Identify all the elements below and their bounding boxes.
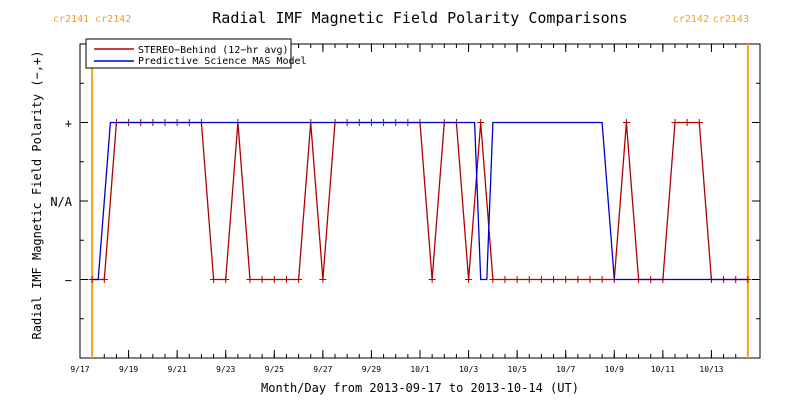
data-point (489, 276, 497, 283)
x-tick-label: 9/19 (119, 365, 138, 374)
data-point (550, 276, 558, 283)
y-tick-label: − (65, 274, 72, 288)
data-point (270, 276, 278, 283)
x-tick-label: 10/7 (556, 365, 575, 374)
x-tick-label: 9/27 (313, 365, 332, 374)
data-point (319, 276, 327, 283)
x-tick-label: 9/21 (168, 365, 187, 374)
data-point (246, 276, 254, 283)
carrington-label-left: cr2142 (673, 14, 709, 25)
data-point (477, 119, 485, 126)
x-tick-label: 10/9 (605, 365, 624, 374)
data-point (525, 276, 533, 283)
carrington-label-right: cr2142 (95, 14, 131, 25)
data-point (598, 276, 606, 283)
x-tick-label: 10/13 (699, 365, 723, 374)
data-point (574, 276, 582, 283)
data-point (513, 276, 521, 283)
data-point (282, 276, 290, 283)
data-point (465, 276, 473, 283)
data-point (622, 119, 630, 126)
legend-label-mas-model: Predictive Science MAS Model (138, 56, 307, 67)
data-point (501, 276, 509, 283)
axes: 9/17 9/19 9/21 9/23 9/25 9/27 9/29 10/1 10/3 10/5… (50, 43, 761, 374)
plot-frame (79, 43, 761, 359)
data-point (586, 276, 594, 283)
y-tick-label: N/A (50, 195, 72, 209)
carrington-markers: cr2141 cr2142 cr2142 cr2143 (53, 14, 749, 358)
data-point (671, 119, 679, 126)
x-tick-label: 10/3 (459, 365, 478, 374)
carrington-label-left: cr2141 (53, 14, 89, 25)
data-point (100, 276, 108, 283)
x-tick-label: 10/5 (508, 365, 527, 374)
series-line-0 (92, 121, 748, 281)
x-tick-label: 9/17 (70, 365, 89, 374)
data-point (428, 276, 436, 283)
data-point (222, 276, 230, 283)
data-point (295, 276, 303, 283)
x-tick-label: 10/11 (651, 365, 675, 374)
data-point (258, 276, 266, 283)
carrington-label-right: cr2143 (713, 14, 749, 25)
x-tick-label: 9/29 (362, 365, 381, 374)
data-point (562, 276, 570, 283)
series (88, 119, 752, 283)
chart-title: Radial IMF Magnetic Field Polarity Compa… (212, 9, 627, 27)
series-line-1 (92, 121, 748, 281)
y-tick-label: + (65, 117, 72, 131)
x-tick-label: 10/1 (410, 365, 429, 374)
y-axis-label: Radial IMF Magnetic Field Polarity (−,+) (30, 51, 44, 340)
data-point (683, 119, 691, 126)
x-axis-label: Month/Day from 2013-09-17 to 2013-10-14 … (261, 381, 579, 395)
legend-box (85, 38, 292, 69)
legend: STEREO−Behind (12−hr avg) Predictive Sci… (85, 38, 307, 69)
x-tick-label: 9/23 (216, 365, 235, 374)
data-point (695, 119, 703, 126)
x-tick-label: 9/25 (265, 365, 284, 374)
data-point (210, 276, 218, 283)
legend-label-stereo: STEREO−Behind (12−hr avg) (138, 45, 289, 56)
data-point (537, 276, 545, 283)
